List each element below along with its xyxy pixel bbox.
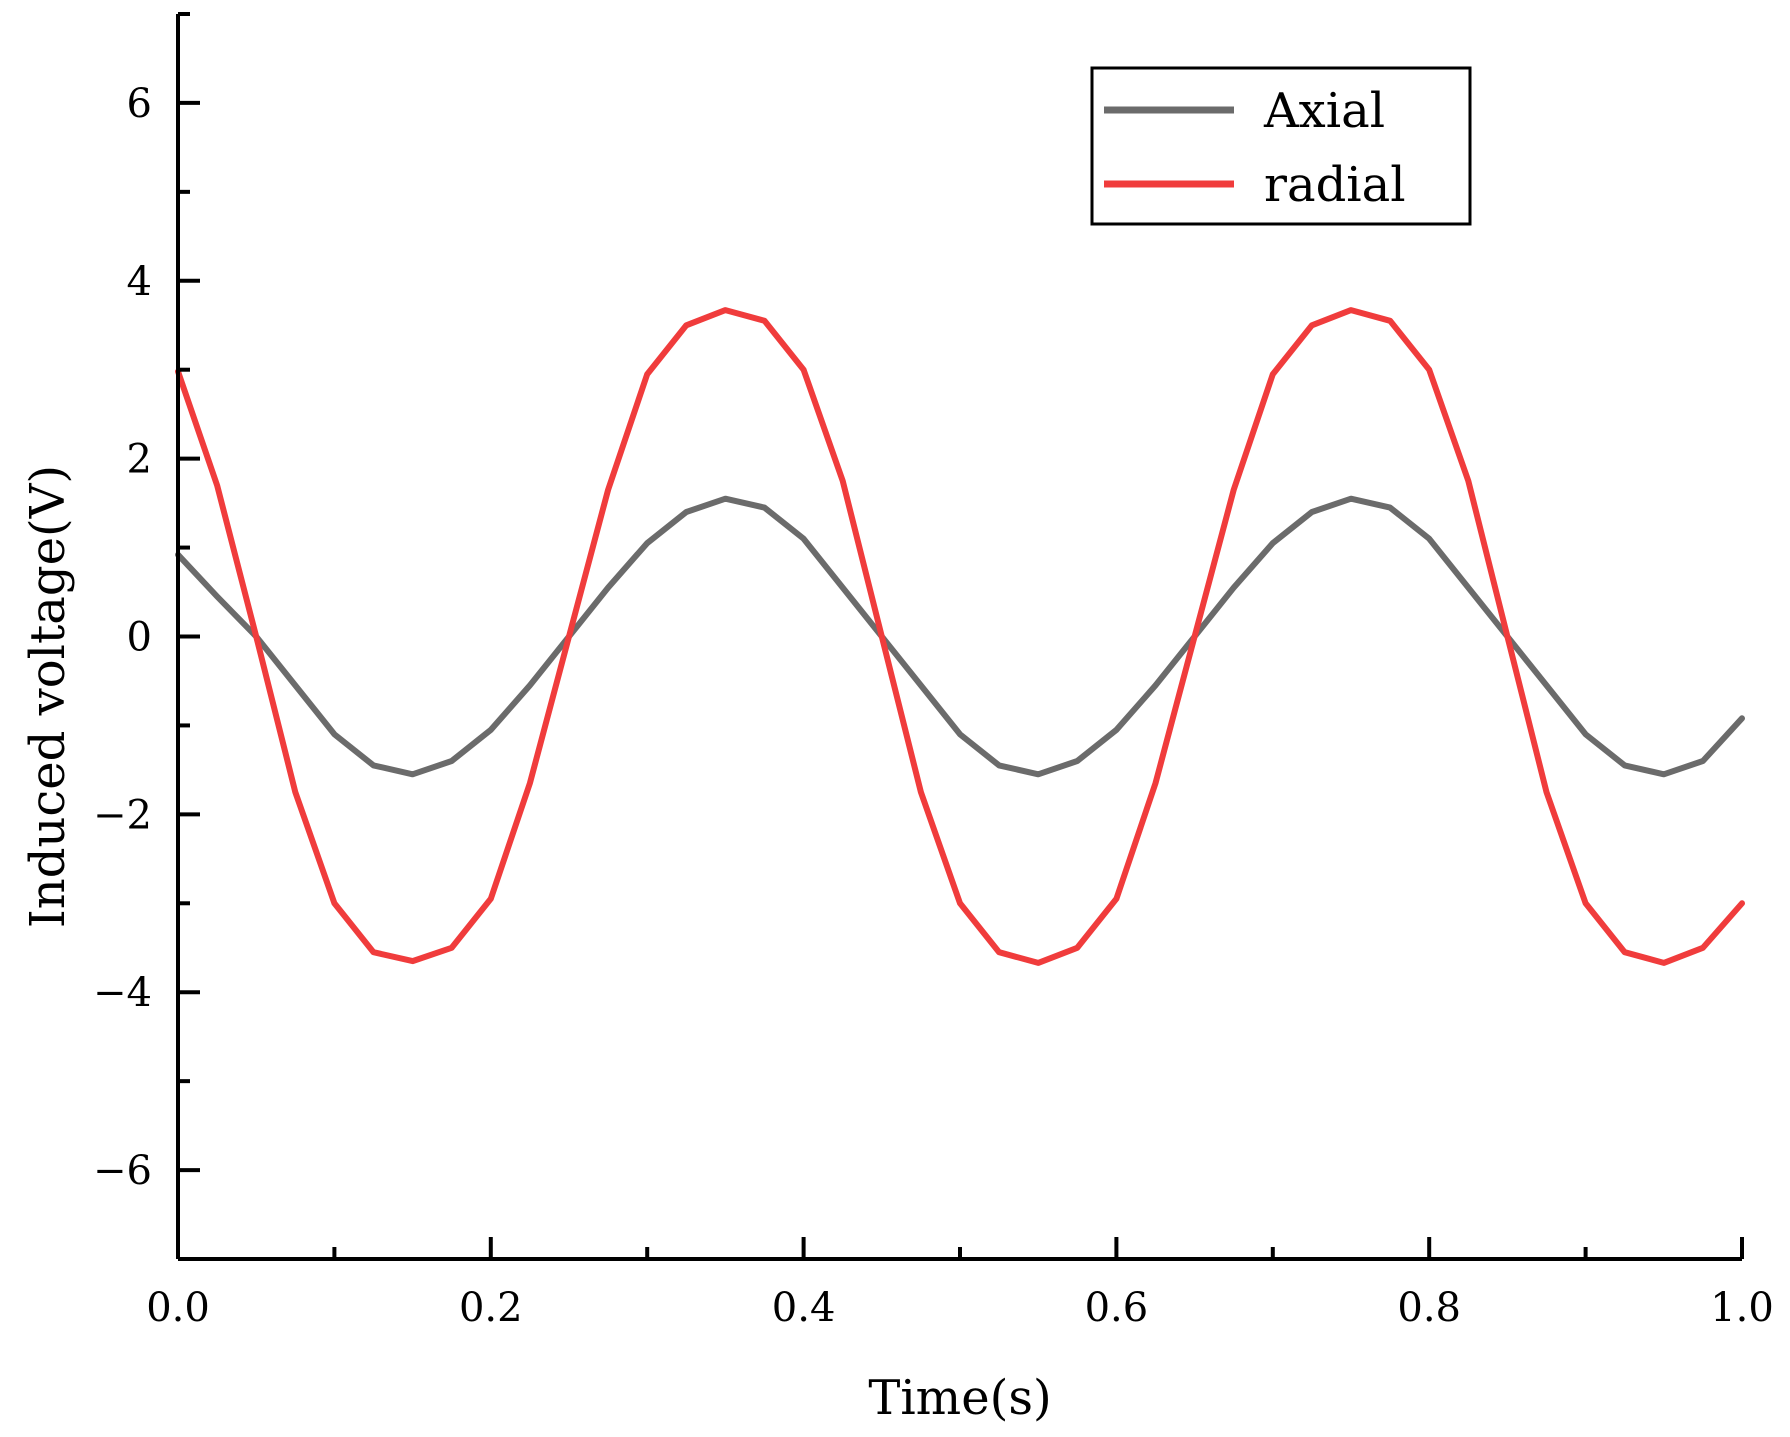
series-line-axial <box>175 495 1745 778</box>
x-tick-label: 0.0 <box>146 1285 210 1331</box>
y-tick-label: −4 <box>93 970 152 1016</box>
x-tick-label: 0.2 <box>459 1285 523 1331</box>
x-tick-label: 0.4 <box>772 1285 836 1331</box>
x-tick-label: 0.6 <box>1085 1285 1149 1331</box>
y-tick-label: −6 <box>93 1148 152 1194</box>
legend-box <box>1090 66 1472 226</box>
y-tick-label: −2 <box>93 792 152 838</box>
y-axis-title: Induced voltage(V) <box>20 465 76 928</box>
x-ticks: 0.0 0.2 0.4 0.6 0.8 1.0 <box>146 1237 1774 1331</box>
x-axis-title: Time(s) <box>868 1370 1051 1426</box>
series-line-radial <box>175 307 1745 966</box>
legend-label-axial: Axial <box>1263 83 1385 139</box>
plot-area <box>175 307 1745 966</box>
y-tick-label: 0 <box>127 615 152 661</box>
x-tick-label: 1.0 <box>1710 1285 1774 1331</box>
axes: 0.0 0.2 0.4 0.6 0.8 1.0 6 4 2 0 −2 −4 −6 <box>93 12 1774 1331</box>
legend: Axial radial <box>1090 66 1472 226</box>
y-tick-label: 4 <box>127 259 152 305</box>
legend-label-radial: radial <box>1264 157 1406 213</box>
y-tick-label: 2 <box>127 437 152 483</box>
y-tick-label: 6 <box>127 81 152 127</box>
y-ticks: 6 4 2 0 −2 −4 −6 <box>93 12 200 1261</box>
x-tick-label: 0.8 <box>1397 1285 1461 1331</box>
